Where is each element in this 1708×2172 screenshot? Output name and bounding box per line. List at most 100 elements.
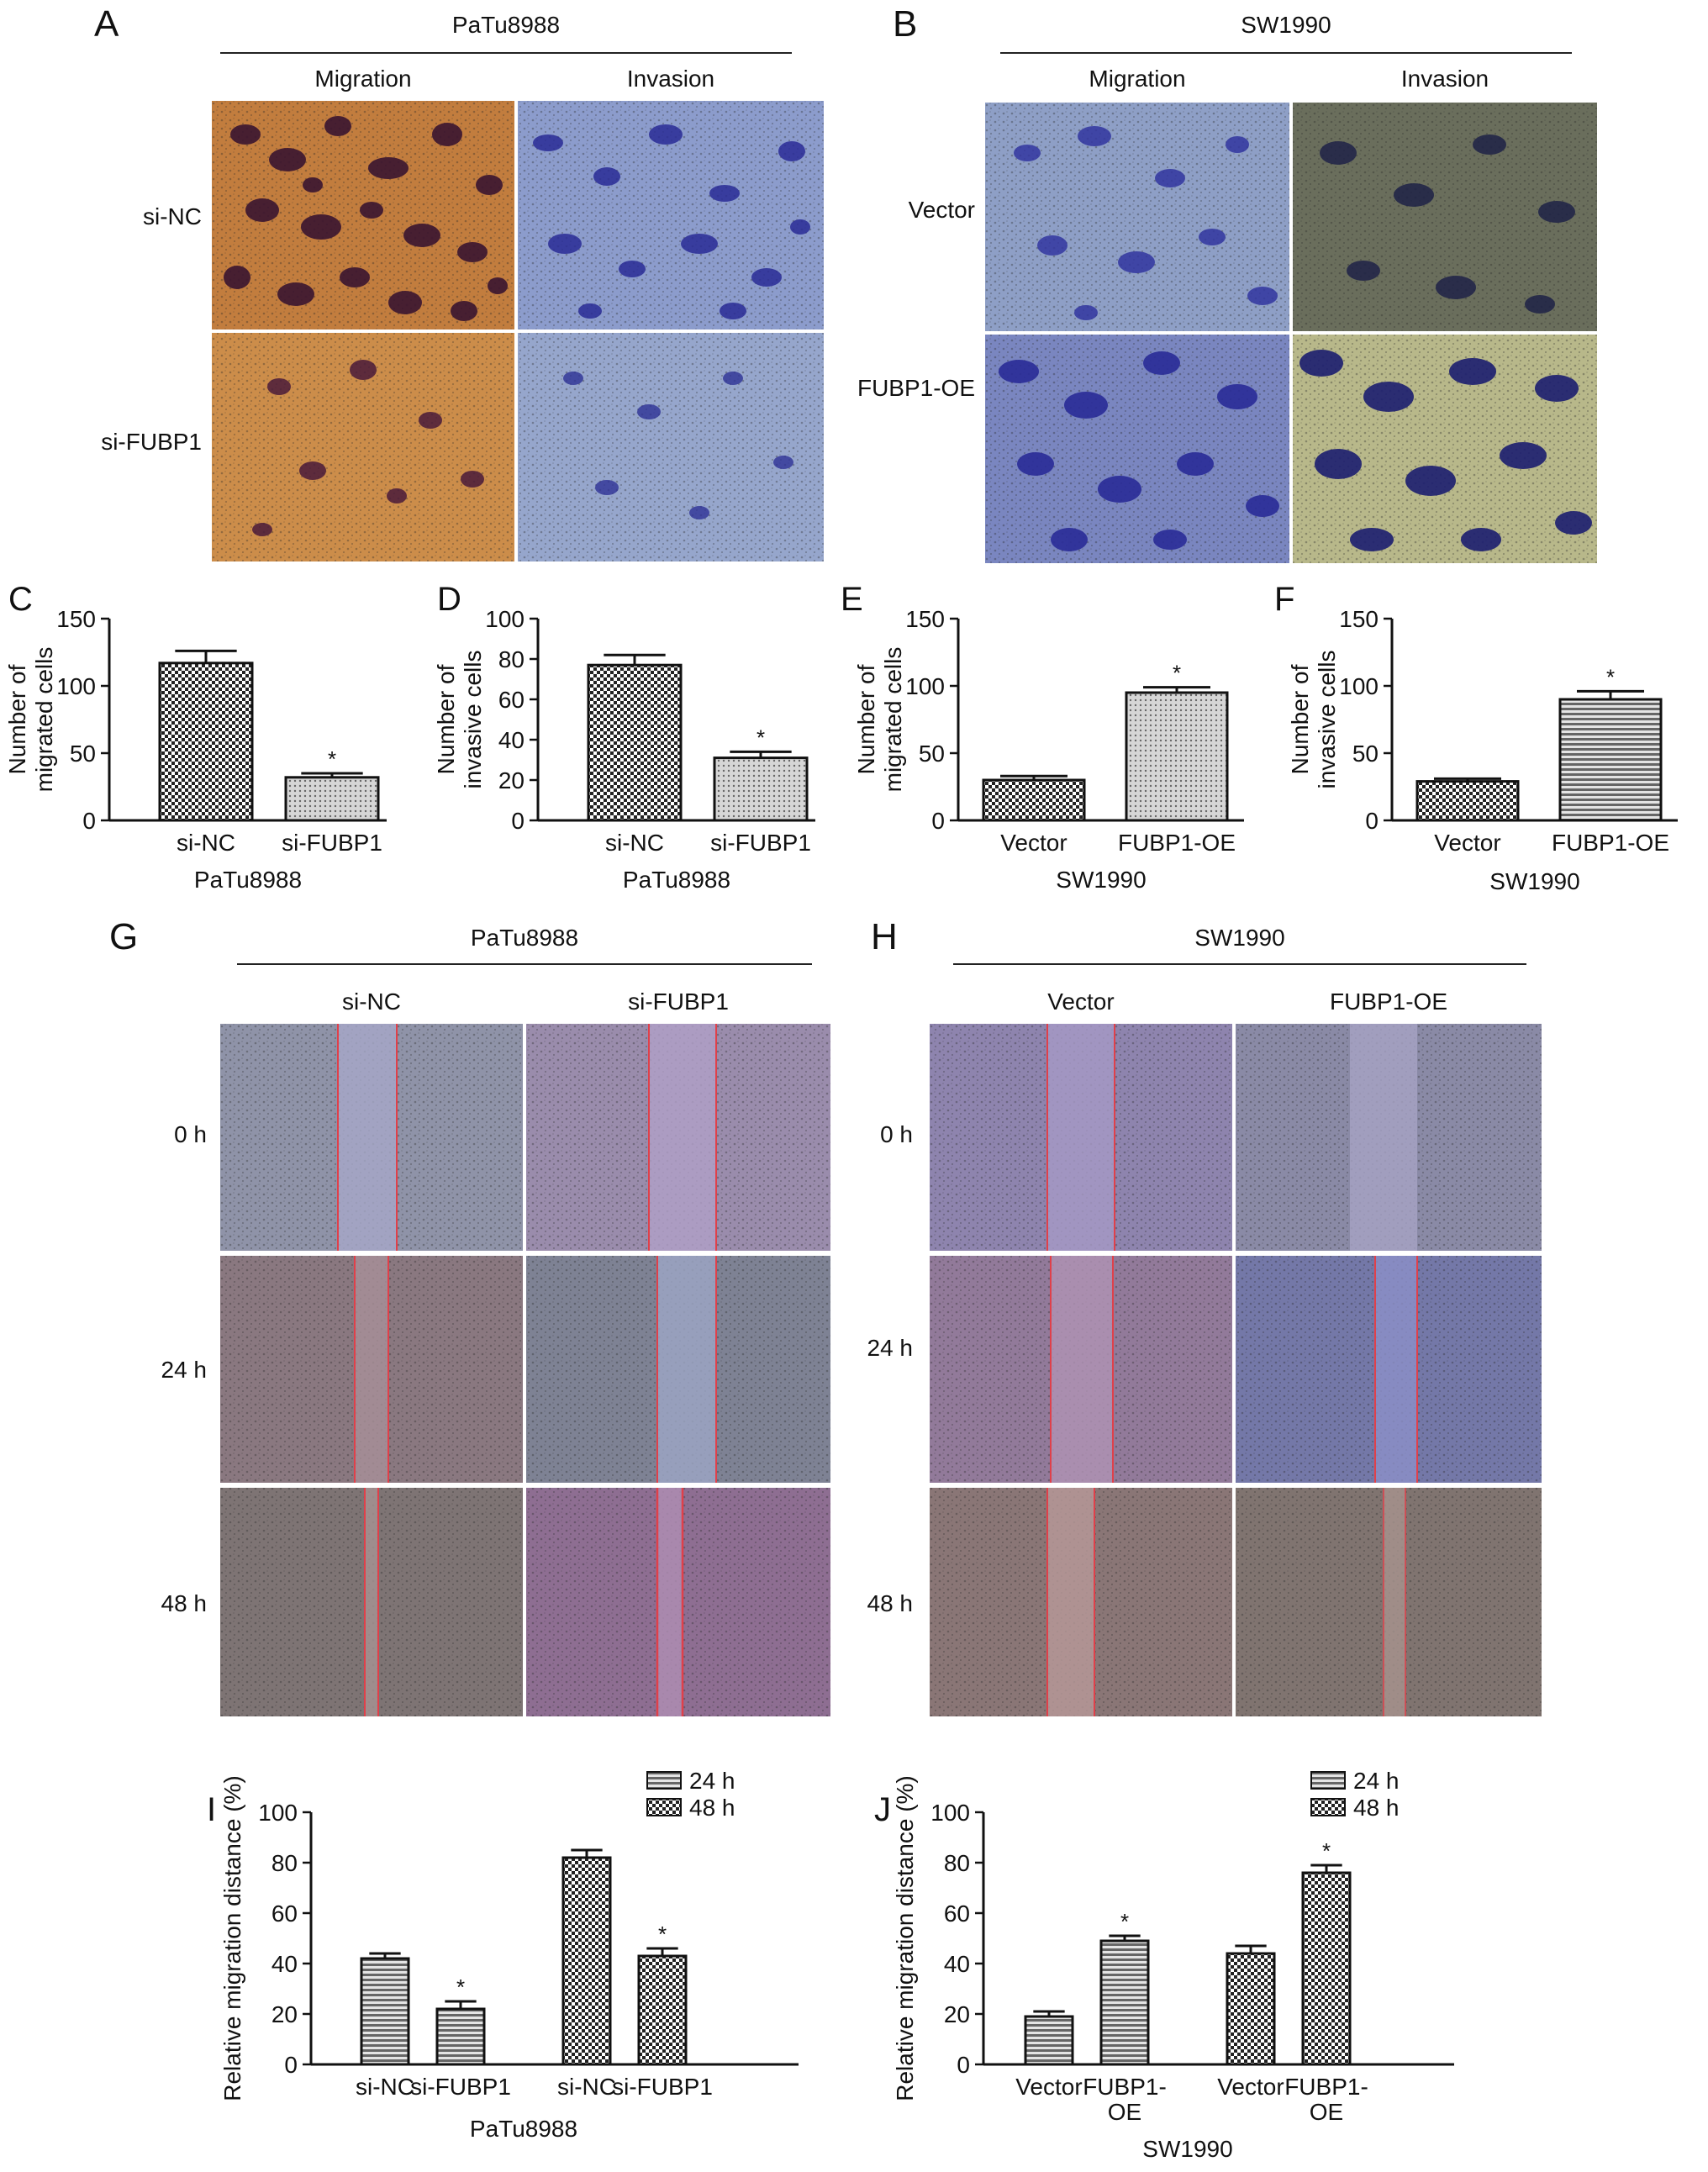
panel-h-cell-line: SW1990 [1194, 925, 1285, 951]
chart-c-significance: * [328, 746, 336, 772]
chart-d-ylabel-line: invasive cells [460, 651, 486, 789]
chart-c-ytick-label: 100 [56, 673, 96, 699]
chart-c-xlabel: PaTu8988 [194, 867, 302, 893]
chart-e-category-label: FUBP1-OE [1118, 830, 1236, 856]
panel-a-row-sinc: si-NC [143, 203, 202, 229]
chart-i-legend-label: 48 h [689, 1795, 735, 1821]
chart-d-category-label: si-NC [605, 830, 664, 856]
chart-j-category-label: OE [1310, 2099, 1343, 2125]
chart-j-category-label: Vector [1217, 2074, 1284, 2100]
chart-d-bar [713, 757, 809, 822]
chart-j-significance: * [1322, 1838, 1331, 1864]
chart-i-significance: * [658, 1922, 667, 1947]
chart-j-ytick-label: 40 [944, 1951, 970, 1977]
panel-a-col-invasion: Invasion [626, 66, 715, 92]
chart-j-bar [1226, 1952, 1276, 2066]
chart-d-ytick-label: 0 [511, 808, 525, 834]
chart-i-xlabel: PaTu8988 [470, 2116, 577, 2142]
chart-e-xlabel: SW1990 [1056, 867, 1146, 893]
panel-h-col-fubp1oe: FUBP1-OE [1329, 988, 1448, 1015]
chart-e: E 0 50 100 150 Number of migrated cells Vector *… [841, 581, 1244, 893]
chart-i-ytick-label: 80 [271, 1850, 298, 1876]
chart-f-significance: * [1606, 664, 1615, 689]
panel-g-row-24h: 24 h [161, 1357, 208, 1383]
panel-g-col-sifubp1: si-FUBP1 [628, 988, 729, 1015]
chart-j-legend-label: 24 h [1353, 1768, 1400, 1794]
chart-f: F 0 50 100 150 Number of invasive cells Vector *… [1274, 581, 1678, 894]
panel-g-col-sinc: si-NC [342, 988, 401, 1015]
panel-a-divider [220, 52, 792, 54]
chart-i-category-label: si-FUBP1 [612, 2074, 713, 2100]
chart-d-ytick-label: 40 [498, 727, 525, 753]
chart-d-ylabel-line: Number of [433, 664, 459, 774]
panel-label-b: B [893, 3, 918, 45]
chart-i-ylabel: Relative migration distance (%) [219, 1775, 245, 2101]
chart-f-category-label: FUBP1-OE [1552, 830, 1669, 856]
chart-d-bar [587, 663, 683, 822]
panel-label-a: A [94, 3, 119, 45]
chart-d-panel-letter: D [437, 581, 461, 618]
chart-c-bar [158, 662, 254, 822]
chart-j-ytick-label: 60 [944, 1900, 970, 1927]
chart-e-ytick-label: 150 [905, 606, 945, 632]
chart-e-ylabel-line: migrated cells [880, 647, 906, 793]
panel-b-divider [1000, 52, 1572, 54]
chart-d-significance: * [756, 725, 765, 750]
chart-c-ylabel-line: migrated cells [31, 647, 57, 793]
chart-f-bar [1415, 780, 1520, 822]
chart-e-ytick-label: 0 [931, 808, 945, 834]
panel-b-micrograph-grid [985, 103, 1597, 563]
chart-c-ytick-label: 50 [70, 741, 96, 767]
panel-g-row-48h: 48 h [161, 1590, 208, 1616]
panel-g-cell-line: PaTu8988 [470, 925, 579, 951]
chart-i: I 0 20 40 60 80 100 Relative migration distance… [207, 1768, 799, 2142]
chart-i-category-label: si-FUBP1 [410, 2074, 511, 2100]
chart-c: C 0 50 100 150 Number of migrated cells si-NC * s… [4, 581, 387, 893]
chart-f-ytick-label: 0 [1365, 808, 1379, 834]
chart-f-ytick-label: 150 [1339, 606, 1379, 632]
panel-label-g: G [109, 916, 139, 957]
panel-g-divider [237, 963, 812, 965]
chart-i-legend-swatch [646, 1771, 682, 1790]
chart-d-ytick-label: 100 [485, 606, 525, 632]
chart-j-ytick-label: 100 [930, 1800, 970, 1826]
chart-i-ytick-label: 100 [258, 1800, 298, 1826]
panel-a-row-sifubp1: si-FUBP1 [101, 429, 202, 455]
chart-j-legend-label: 48 h [1353, 1795, 1400, 1821]
chart-j-ytick-label: 80 [944, 1850, 970, 1876]
chart-j-ytick-label: 20 [944, 2001, 970, 2027]
chart-f-ytick-label: 50 [1352, 741, 1379, 767]
chart-c-category-label: si-NC [177, 830, 235, 856]
chart-i-bar [637, 1954, 688, 2066]
chart-f-panel-letter: F [1274, 581, 1294, 618]
chart-i-ytick-label: 20 [271, 2001, 298, 2027]
chart-i-category-label: si-NC [557, 2074, 616, 2100]
chart-f-category-label: Vector [1434, 830, 1500, 856]
panel-label-h: H [871, 916, 898, 957]
chart-e-panel-letter: E [841, 581, 863, 618]
panel-a-micrograph-grid [212, 101, 824, 561]
chart-d-category-label: si-FUBP1 [710, 830, 811, 856]
chart-i-ytick-label: 60 [271, 1900, 298, 1927]
chart-j-bar [1099, 1939, 1150, 2066]
panel-g-row-0h: 0 h [174, 1121, 207, 1147]
chart-e-bar [982, 778, 1086, 822]
chart-f-ylabel-line: invasive cells [1314, 651, 1340, 789]
chart-f-ylabel-line: Number of [1287, 664, 1313, 774]
panel-b-col-invasion: Invasion [1400, 66, 1489, 92]
chart-c-ytick-label: 150 [56, 606, 96, 632]
chart-e-significance: * [1173, 661, 1181, 686]
panel-b-row-vector: Vector [908, 197, 975, 223]
chart-i-bar [435, 2007, 486, 2066]
chart-j-legend-swatch [1310, 1771, 1346, 1790]
chart-c-ylabel-line: Number of [4, 664, 30, 774]
chart-c-bar [284, 776, 380, 822]
chart-j-bar [1024, 2015, 1074, 2066]
chart-i-panel-letter: I [207, 1791, 216, 1828]
chart-j-xlabel: SW1990 [1142, 2136, 1232, 2162]
chart-j-panel-letter: J [874, 1791, 891, 1828]
panel-h-row-48h: 48 h [867, 1590, 914, 1616]
chart-i-legend-swatch [646, 1798, 682, 1816]
chart-i-bar [561, 1856, 612, 2066]
chart-c-panel-letter: C [8, 581, 33, 618]
